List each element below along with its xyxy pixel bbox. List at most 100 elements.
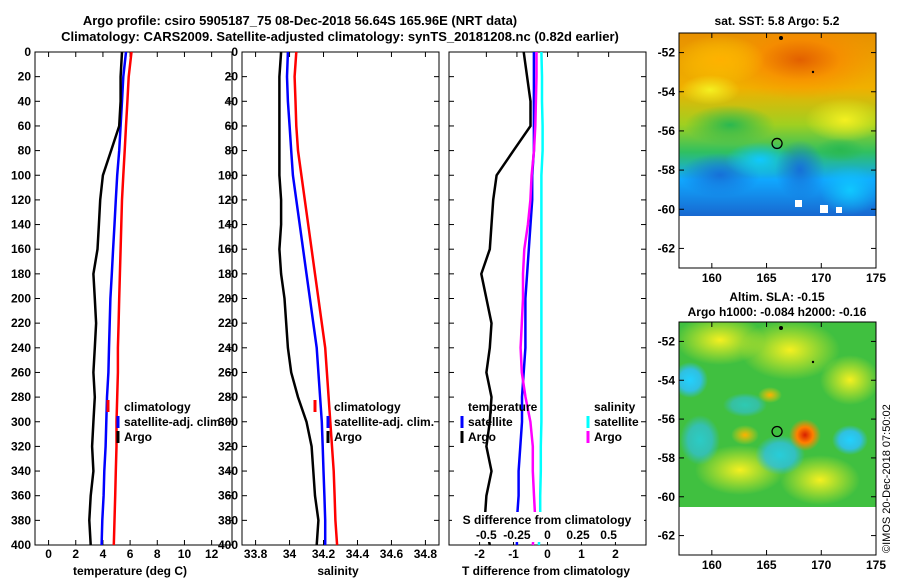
map-y-tick-label: -58 bbox=[658, 451, 676, 465]
temperature-legend: climatology satellite-adj. clim. Argo bbox=[106, 400, 224, 444]
sla-high-patch bbox=[820, 355, 876, 405]
sst-island-dot bbox=[811, 70, 815, 74]
series-line-satellite-adj-clim- bbox=[285, 51, 327, 545]
temperature-plot-frame bbox=[34, 51, 233, 546]
y-tick-label: 240 bbox=[218, 341, 238, 355]
temperature-xlabel: temperature (deg C) bbox=[73, 564, 187, 578]
y-tick-label: 180 bbox=[218, 267, 238, 281]
legend-s-argo-label: Argo bbox=[594, 430, 622, 444]
sst-cold-patch bbox=[775, 140, 825, 200]
sla-high-eddy bbox=[731, 425, 759, 445]
y-tick-label: 0 bbox=[231, 45, 238, 59]
series-line-t-argo bbox=[480, 51, 532, 546]
x-tick-label: 2 bbox=[72, 547, 79, 561]
legend-argo-label: Argo bbox=[124, 430, 152, 444]
sst-island-dot bbox=[779, 36, 783, 40]
y-tick-label: 300 bbox=[218, 415, 238, 429]
x-tick-label: 34.4 bbox=[346, 547, 370, 561]
sst-map-field bbox=[679, 33, 876, 216]
difference-legend-temperature: temperature satellite Argo bbox=[460, 400, 538, 444]
y-tick-label: 120 bbox=[11, 193, 31, 207]
sst-map-frame bbox=[678, 32, 877, 269]
y-tick-label: 320 bbox=[218, 439, 238, 453]
t-difference-xlabel: T difference from climatology bbox=[462, 564, 630, 578]
y-tick-label: 340 bbox=[11, 464, 31, 478]
map-y-tick-label: -56 bbox=[658, 412, 676, 426]
x-tick-label: -2 bbox=[474, 547, 485, 561]
x-tick-label: 8 bbox=[154, 547, 161, 561]
sla-map-title: Altim. SLA: -0.15 bbox=[729, 290, 825, 304]
y-tick-label: 360 bbox=[218, 489, 238, 503]
y-tick-label: 60 bbox=[18, 119, 32, 133]
y-tick-label: 380 bbox=[11, 513, 31, 527]
y-tick-label: 180 bbox=[11, 267, 31, 281]
s-difference-label: S difference from climatology bbox=[463, 513, 632, 527]
map-x-tick-label: 175 bbox=[866, 558, 886, 572]
map-y-tick-label: -56 bbox=[658, 124, 676, 138]
map-x-tick-label: 170 bbox=[811, 271, 831, 285]
legend-t-satellite-label: satellite bbox=[468, 415, 513, 429]
x-tick-label: 2 bbox=[612, 547, 619, 561]
y-tick-label: 260 bbox=[11, 365, 31, 379]
y-tick-label: 300 bbox=[11, 415, 31, 429]
difference-panel: -2 -1 0 1 2 S difference from climatology -0… bbox=[448, 51, 647, 578]
y-tick-label: 340 bbox=[218, 464, 238, 478]
sla-map-subtitle: Argo h1000: -0.084 h2000: -0.16 bbox=[688, 305, 867, 319]
sla-map-panel: Altim. SLA: -0.15 Argo h1000: -0.084 h20… bbox=[658, 290, 887, 572]
legend-temperature-title: temperature bbox=[468, 400, 538, 414]
sst-map-title: sat. SST: 5.8 Argo: 5.2 bbox=[715, 14, 840, 28]
map-y-tick-label: -60 bbox=[658, 490, 676, 504]
sla-low-patch bbox=[680, 415, 720, 465]
sst-map-panel: sat. SST: 5.8 Argo: 5.2 160 165 170 175 -52 -… bbox=[658, 14, 887, 285]
y-tick-label: 100 bbox=[218, 168, 238, 182]
legend-satellite-label: satellite-adj. clim. bbox=[334, 415, 434, 429]
y-tick-label: 20 bbox=[18, 70, 32, 84]
sst-missing-pixel bbox=[820, 205, 828, 213]
x-tick-label: 4 bbox=[100, 547, 107, 561]
sst-missing-pixel bbox=[836, 207, 842, 213]
series-line-s-argo bbox=[519, 52, 538, 546]
sst-green-patch bbox=[685, 105, 775, 145]
salinity-legend: climatology satellite-adj. clim. Argo bbox=[313, 400, 434, 444]
sst-argo-position-marker bbox=[771, 137, 783, 150]
legend-satellite-label: satellite-adj. clim. bbox=[124, 415, 224, 429]
legend-climatology-label: climatology bbox=[124, 400, 191, 414]
top-tick-label: 0.25 bbox=[566, 528, 590, 542]
y-tick-label: 320 bbox=[11, 439, 31, 453]
imos-credit: ©IMOS 20-Dec-2018 07:50:02 bbox=[881, 404, 893, 553]
legend-argo-label: Argo bbox=[334, 430, 362, 444]
sla-argo-position-marker bbox=[771, 425, 783, 438]
legend-s-satellite-label: satellite bbox=[594, 415, 639, 429]
sla-high-patch bbox=[780, 455, 860, 505]
x-tick-label: 34.6 bbox=[380, 547, 404, 561]
y-tick-label: 60 bbox=[225, 119, 239, 133]
x-tick-label: 34.8 bbox=[414, 547, 438, 561]
y-tick-label: 380 bbox=[218, 513, 238, 527]
y-tick-label: 40 bbox=[18, 94, 32, 108]
y-tick-label: 100 bbox=[11, 168, 31, 182]
x-tick-label: 34.2 bbox=[312, 547, 336, 561]
y-tick-label: 220 bbox=[218, 316, 238, 330]
sst-mid-patch bbox=[680, 75, 740, 105]
x-tick-label: 1 bbox=[578, 547, 585, 561]
legend-t-argo-label: Argo bbox=[468, 430, 496, 444]
y-tick-label: 280 bbox=[218, 390, 238, 404]
map-x-tick-label: 160 bbox=[702, 271, 722, 285]
difference-plot-frame bbox=[448, 51, 647, 546]
top-tick-label: 0.5 bbox=[600, 528, 617, 542]
salinity-plot-frame bbox=[241, 51, 440, 546]
map-y-tick-label: -58 bbox=[658, 163, 676, 177]
x-tick-label: 12 bbox=[205, 547, 219, 561]
x-tick-label: 34 bbox=[283, 547, 297, 561]
y-tick-label: 400 bbox=[11, 538, 31, 552]
difference-legend-salinity: salinity satellite Argo bbox=[586, 400, 639, 444]
y-tick-label: 160 bbox=[11, 242, 31, 256]
y-tick-label: 140 bbox=[11, 218, 31, 232]
sst-missing-pixel bbox=[795, 200, 802, 207]
series-line-climatology bbox=[112, 51, 133, 546]
map-y-tick-label: -60 bbox=[658, 202, 676, 216]
sla-high-eddy bbox=[789, 419, 821, 451]
sla-island-dot bbox=[779, 326, 783, 330]
sla-low-patch bbox=[832, 425, 868, 455]
sst-mid-patch bbox=[805, 98, 876, 142]
